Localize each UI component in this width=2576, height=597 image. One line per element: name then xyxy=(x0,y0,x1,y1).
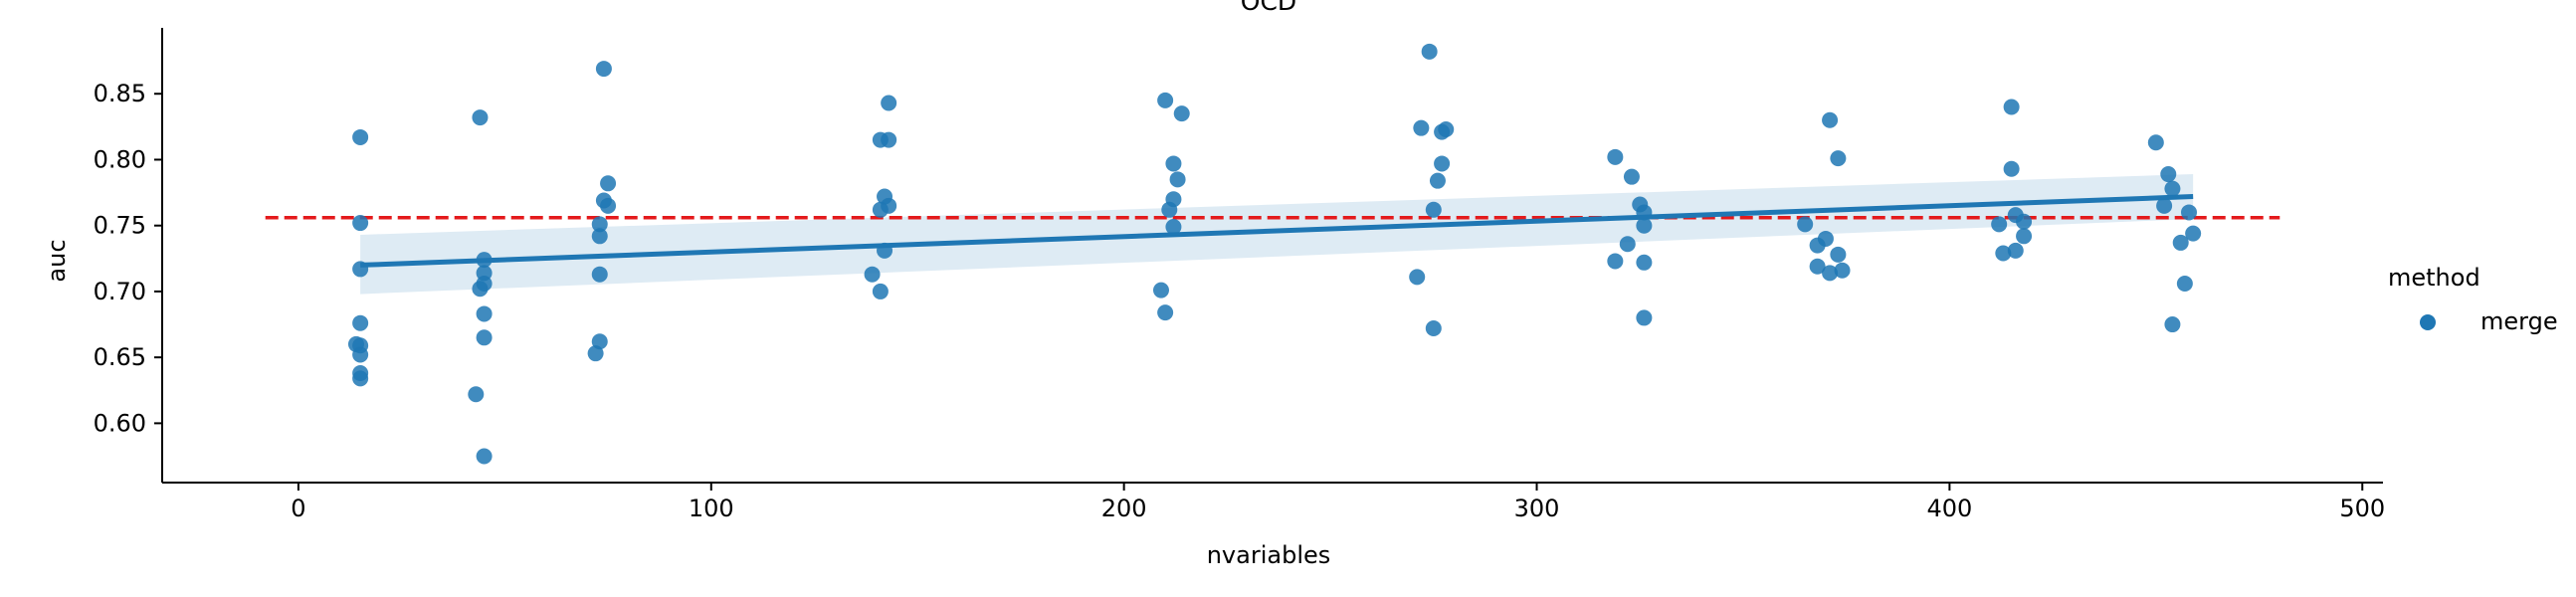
y-tick-label: 0.80 xyxy=(94,145,146,173)
x-tick-label: 300 xyxy=(1514,495,1560,522)
data-point xyxy=(1607,148,1624,165)
data-point xyxy=(1438,120,1455,137)
data-point xyxy=(1434,155,1451,172)
legend: method merge xyxy=(2388,264,2558,335)
data-point xyxy=(1421,43,1438,60)
data-point xyxy=(1607,253,1624,270)
data-point xyxy=(2016,228,2033,245)
y-tick-label: 0.65 xyxy=(94,343,146,371)
data-point xyxy=(1623,168,1640,185)
legend-title: method xyxy=(2388,264,2480,292)
data-point xyxy=(1173,105,1190,122)
data-point xyxy=(476,305,493,322)
x-tick-label: 400 xyxy=(1926,495,1972,522)
y-axis-label: auc xyxy=(43,239,71,282)
data-point xyxy=(2007,242,2024,259)
x-tick-label: 200 xyxy=(1101,495,1147,522)
data-point xyxy=(1995,245,2012,262)
data-point xyxy=(2172,234,2189,251)
data-point xyxy=(591,266,608,283)
data-point xyxy=(872,201,889,218)
data-point xyxy=(1169,171,1186,188)
data-point xyxy=(2181,204,2198,221)
data-point xyxy=(1157,92,1174,108)
data-point xyxy=(1822,265,1839,282)
data-point xyxy=(1165,155,1182,172)
data-point xyxy=(2003,160,2020,177)
data-point xyxy=(468,386,485,403)
regression-line xyxy=(360,194,2194,268)
data-point xyxy=(872,283,889,299)
data-point xyxy=(881,131,897,148)
legend-marker-merge xyxy=(2420,314,2436,330)
confidence-band-layer xyxy=(360,174,2194,295)
data-point xyxy=(352,215,369,232)
data-point xyxy=(1822,111,1839,128)
data-point xyxy=(1425,201,1442,218)
data-point xyxy=(864,266,881,283)
data-point xyxy=(1165,219,1182,236)
data-point xyxy=(1809,237,1826,254)
data-point xyxy=(472,109,489,126)
data-point xyxy=(591,228,608,245)
data-point xyxy=(2147,134,2164,151)
data-point xyxy=(352,314,369,331)
data-point xyxy=(1830,246,1847,263)
data-point xyxy=(600,197,617,214)
data-point xyxy=(2164,180,2181,197)
x-tick-label: 100 xyxy=(689,495,734,522)
data-point xyxy=(2016,213,2033,230)
data-point xyxy=(595,61,612,78)
regression-line-layer xyxy=(360,194,2194,268)
data-point xyxy=(1636,217,1653,234)
data-point xyxy=(476,329,493,346)
points-layer xyxy=(347,43,2202,465)
y-tick-label: 0.75 xyxy=(94,212,146,240)
data-point xyxy=(587,345,604,362)
y-tick-label: 0.70 xyxy=(94,278,146,305)
data-point xyxy=(881,95,897,111)
data-point xyxy=(1797,216,1814,233)
y-tick-label: 0.85 xyxy=(94,80,146,107)
data-point xyxy=(2156,197,2173,214)
data-point xyxy=(1429,172,1446,189)
axes-layer: 0 100 200 300 400 500 0.60 0.65 0.70 0.75 0.80 0.85 xyxy=(94,28,2385,522)
confidence-band xyxy=(360,174,2194,295)
x-axis-label: nvariables xyxy=(1207,541,1331,569)
data-point xyxy=(600,175,617,192)
data-point xyxy=(2160,166,2177,183)
data-point xyxy=(476,448,493,465)
data-point xyxy=(1152,282,1169,298)
data-point xyxy=(352,128,369,145)
data-point xyxy=(1636,254,1653,271)
data-point xyxy=(1425,320,1442,337)
y-tick-label: 0.60 xyxy=(94,409,146,437)
chart-title: OCD xyxy=(1241,0,1296,16)
data-point xyxy=(2164,316,2181,333)
data-point xyxy=(1809,258,1826,275)
data-point xyxy=(1157,304,1174,321)
data-point xyxy=(1409,269,1426,286)
x-tick-label: 0 xyxy=(291,495,305,522)
data-point xyxy=(1991,216,2008,233)
data-point xyxy=(352,346,369,363)
data-point xyxy=(1619,236,1636,253)
data-point xyxy=(1413,119,1430,136)
legend-label-merge: merge xyxy=(2480,307,2558,335)
data-point xyxy=(352,370,369,387)
data-point xyxy=(1830,150,1847,167)
data-point xyxy=(2185,225,2202,242)
data-point xyxy=(1161,201,1178,218)
data-point xyxy=(2176,275,2193,292)
data-point xyxy=(591,216,608,233)
data-point xyxy=(2003,99,2020,115)
data-point xyxy=(1636,309,1653,326)
data-point xyxy=(472,281,489,298)
data-point xyxy=(1834,262,1851,279)
x-tick-label: 500 xyxy=(2339,495,2385,522)
